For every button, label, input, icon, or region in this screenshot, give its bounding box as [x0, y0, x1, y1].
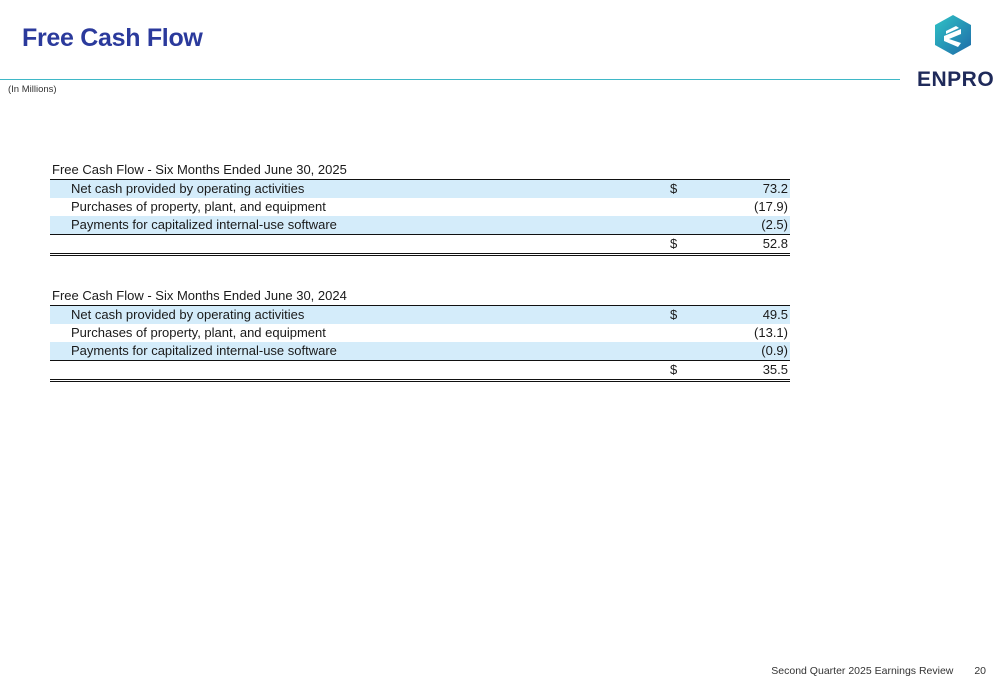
total-currency: $ [670, 236, 678, 251]
company-logo: ENPRO [912, 14, 995, 92]
table-row: Purchases of property, plant, and equipm… [50, 198, 790, 216]
row-label: Purchases of property, plant, and equipm… [71, 199, 326, 214]
table-row: Net cash provided by operating activitie… [50, 180, 790, 198]
total-currency: $ [670, 362, 678, 377]
header-divider [0, 79, 900, 80]
fcf-table-2024: Free Cash Flow - Six Months Ended June 3… [50, 286, 790, 382]
footer-text: Second Quarter 2025 Earnings Review [771, 665, 954, 677]
fcf-table-2025: Free Cash Flow - Six Months Ended June 3… [50, 160, 790, 256]
table-title: Free Cash Flow - Six Months Ended June 3… [50, 286, 790, 306]
row-value: 73.2 [762, 181, 788, 196]
page-footer: Second Quarter 2025 Earnings Review 20 [753, 665, 986, 677]
page-title: Free Cash Flow [22, 24, 203, 52]
row-value: (13.1) [754, 325, 788, 340]
table-row: Payments for capitalized internal-use so… [50, 216, 790, 235]
total-row: $ 35.5 [50, 361, 790, 382]
table-row: Payments for capitalized internal-use so… [50, 342, 790, 361]
total-value: 35.5 [762, 362, 788, 377]
total-row: $ 52.8 [50, 235, 790, 256]
table-row: Net cash provided by operating activitie… [50, 306, 790, 324]
row-label: Purchases of property, plant, and equipm… [71, 325, 326, 340]
enpro-mark-icon [935, 15, 971, 55]
table-row: Purchases of property, plant, and equipm… [50, 324, 790, 342]
row-label: Payments for capitalized internal-use so… [71, 343, 337, 358]
row-label: Net cash provided by operating activitie… [71, 307, 305, 322]
row-value: (17.9) [754, 199, 788, 214]
row-value: 49.5 [762, 307, 788, 322]
row-value: (2.5) [761, 217, 788, 232]
total-value: 52.8 [762, 236, 788, 251]
row-currency: $ [670, 181, 678, 196]
logo-wordmark: ENPRO [917, 68, 995, 91]
row-currency: $ [670, 307, 678, 322]
row-label: Net cash provided by operating activitie… [71, 181, 305, 196]
row-label: Payments for capitalized internal-use so… [71, 217, 337, 232]
table-title: Free Cash Flow - Six Months Ended June 3… [50, 160, 790, 180]
units-note: (In Millions) [8, 84, 57, 95]
row-value: (0.9) [761, 343, 788, 358]
page-number: 20 [974, 665, 986, 677]
